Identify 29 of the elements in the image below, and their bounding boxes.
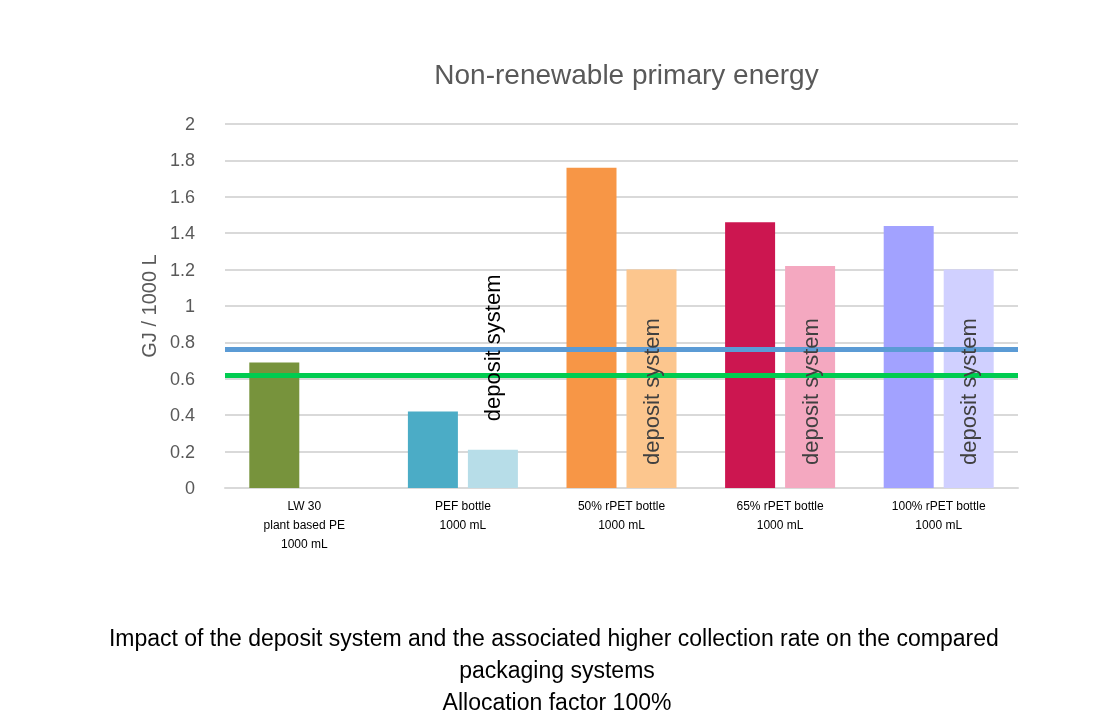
annotation: deposit system <box>480 274 506 422</box>
bar <box>883 225 934 488</box>
bar <box>407 411 458 488</box>
y-axis-title: GJ / 1000 L <box>138 254 161 358</box>
y-tick-label: 0.6 <box>169 368 195 389</box>
annotation: deposit system <box>956 318 982 465</box>
x-tick-label: 100% rPET bottle 1000 mL <box>891 498 986 532</box>
y-tick-label: 1 <box>184 296 195 316</box>
y-tick-label: 1.4 <box>169 223 195 244</box>
bar <box>725 222 776 488</box>
y-tick-label: 1.2 <box>169 259 195 280</box>
bar <box>566 167 617 488</box>
x-tick-label: 50% rPET bottle 1000 mL <box>577 498 666 532</box>
y-tick-label: 2 <box>184 114 195 134</box>
y-tick-label: 0.2 <box>169 441 195 462</box>
y-tick-label: 0 <box>184 478 195 498</box>
annotation: deposit system <box>797 318 823 465</box>
text: Impact of the deposit system and the associated higher collection rate on the compared packaging systems Allocation factor 100% <box>108 625 1006 715</box>
bar <box>249 362 300 488</box>
x-tick-label: 65% rPET bottle 1000 mL <box>736 498 824 532</box>
x-tick-label: LW 30 plant based PE 1000 mL <box>263 498 345 551</box>
x-tick-label: PEF bottle 1000 mL <box>434 498 492 532</box>
y-tick-label: 0.4 <box>169 405 195 426</box>
bar <box>467 449 518 488</box>
chart-title: Non-renewable primary energy <box>434 58 819 90</box>
y-tick-label: 1.8 <box>169 150 195 171</box>
y-tick-label: 1.6 <box>169 186 195 207</box>
annotation: deposit system <box>639 318 664 465</box>
y-tick-label: 0.8 <box>169 332 195 353</box>
